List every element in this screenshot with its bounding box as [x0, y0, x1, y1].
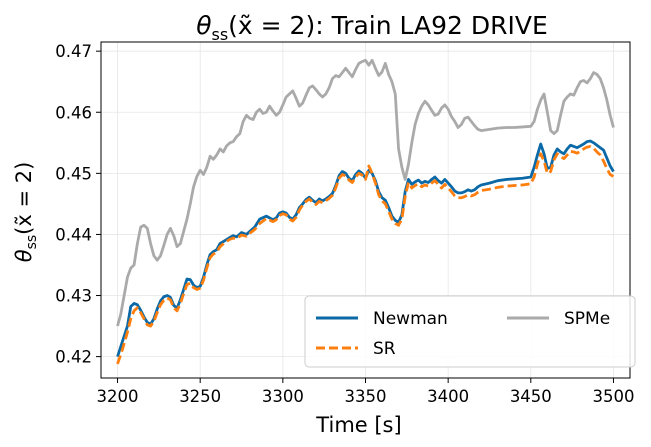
- x-axis-label: Time [s]: [315, 413, 401, 437]
- series-line-newman: [116, 139, 615, 358]
- x-axis-ticks: 3200 3250 3300 3350 3400 3450 3500: [97, 378, 634, 406]
- series-layer: [116, 58, 615, 365]
- y-tick-label: 0.44: [55, 225, 92, 244]
- x-tick-label: 3200: [97, 387, 139, 406]
- ylabel-text: (x̃ = 2): [12, 162, 36, 235]
- chart-title: θss(x̃ = 2): Train LA92 DRIVE: [196, 11, 548, 44]
- title-text: (x̃ = 2): Train LA92 DRIVE: [228, 11, 548, 40]
- y-tick-label: 0.43: [55, 287, 92, 306]
- x-tick-label: 3300: [262, 387, 304, 406]
- legend-box: [304, 295, 636, 368]
- y-tick-label: 0.47: [55, 42, 92, 61]
- title-subscript: ss: [212, 25, 229, 44]
- y-axis-ticks: 0.42 0.43 0.44 0.45 0.46 0.47: [55, 42, 101, 367]
- x-tick-label: 3500: [592, 387, 634, 406]
- series-line-sr: [116, 145, 615, 365]
- legend-label-newman: Newman: [373, 309, 448, 329]
- y-tick-label: 0.46: [55, 103, 92, 122]
- legend-label-sr: SR: [373, 339, 396, 359]
- x-tick-label: 3450: [510, 387, 552, 406]
- y-tick-label: 0.45: [55, 164, 92, 183]
- title-theta: θ: [196, 11, 211, 40]
- x-tick-label: 3400: [427, 387, 469, 406]
- ylabel-subscript: ss: [24, 235, 40, 250]
- y-tick-label: 0.42: [55, 348, 92, 367]
- ylabel-theta: θ: [12, 249, 36, 262]
- legend: Newman SPMe SR: [304, 295, 636, 368]
- x-tick-label: 3250: [179, 387, 221, 406]
- series-line-spme: [116, 58, 615, 327]
- x-tick-label: 3350: [345, 387, 387, 406]
- y-axis-label: θss(x̃ = 2): [12, 162, 40, 263]
- legend-label-spme: SPMe: [564, 309, 610, 329]
